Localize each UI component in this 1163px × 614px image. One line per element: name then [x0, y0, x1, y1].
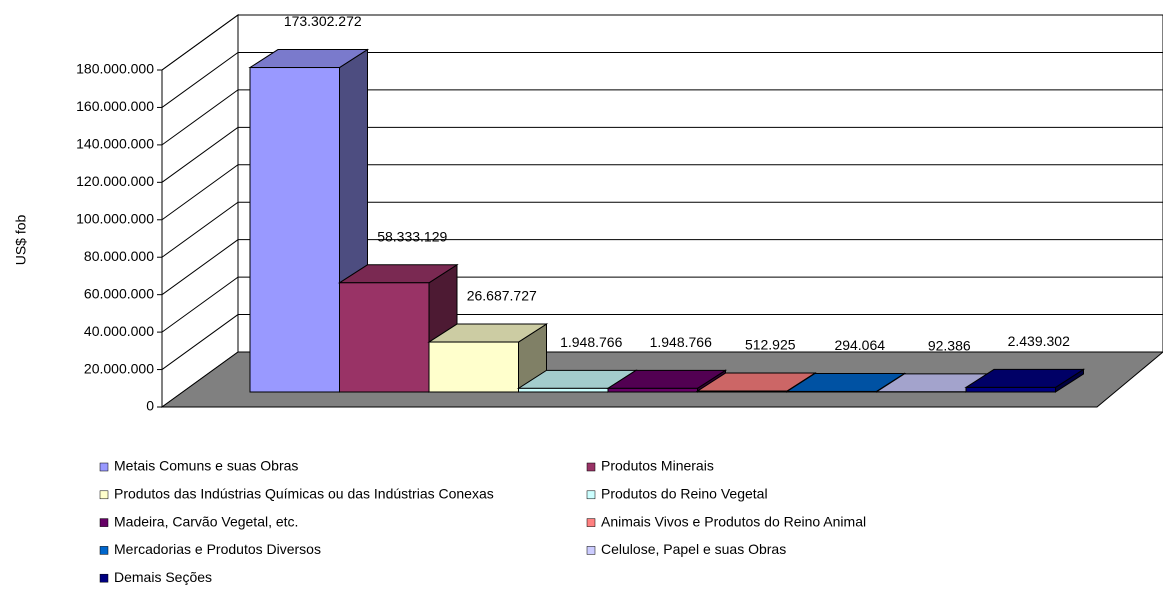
- data-label: 92.386: [928, 338, 971, 354]
- bar: [428, 341, 519, 393]
- y-tick-label: 160.000.000: [76, 98, 154, 114]
- y-tick-label: 80.000.000: [84, 248, 154, 264]
- bar: [518, 387, 609, 393]
- legend-swatch: [99, 573, 109, 583]
- legend-swatch: [99, 518, 109, 527]
- grid-line: [161, 126, 1163, 183]
- legend-label: Produtos do Reino Vegetal: [601, 486, 768, 502]
- grid-line: [161, 201, 1163, 258]
- y-tick-label: 180.000.000: [76, 61, 154, 77]
- legend-label: Animais Vivos e Produtos do Reino Animal: [601, 513, 866, 529]
- legend-swatch: [99, 490, 109, 500]
- legend-label: Madeira, Carvão Vegetal, etc.: [114, 513, 298, 529]
- bar: [339, 282, 430, 393]
- data-label: 512.925: [745, 337, 796, 353]
- bar: [965, 386, 1056, 393]
- legend-swatch: [586, 462, 596, 472]
- y-tick-label: 0: [146, 398, 154, 414]
- legend-swatch: [99, 546, 109, 555]
- grid-line: [161, 276, 1163, 333]
- data-label: 26.687.727: [467, 288, 537, 304]
- legend-swatch: [99, 462, 109, 472]
- grid-line: [161, 89, 1163, 146]
- y-tick-label: 100.000.000: [76, 210, 154, 226]
- y-tick-label: 60.000.000: [84, 285, 154, 301]
- legend-label: Celulose, Papel e suas Obras: [601, 541, 786, 557]
- legend-swatch: [586, 546, 596, 555]
- y-tick-label: 140.000.000: [76, 136, 154, 152]
- legend-label: Produtos das Indústrias Químicas ou das …: [114, 486, 494, 502]
- y-tick-label: 20.000.000: [84, 360, 154, 376]
- legend-label: Produtos Minerais: [601, 458, 714, 474]
- bar: [786, 390, 877, 393]
- legend-swatch: [586, 518, 596, 527]
- grid-line: [161, 314, 1163, 370]
- legend-label: Demais Seções: [114, 569, 212, 585]
- y-tick-label: 120.000.000: [76, 173, 154, 189]
- data-label: 2.439.302: [1008, 333, 1070, 349]
- grid-line: [161, 164, 1163, 221]
- data-label: 1.948.766: [650, 334, 712, 350]
- legend-swatch: [586, 490, 596, 500]
- bar: [607, 387, 698, 393]
- y-axis-title: US$ fob: [13, 214, 29, 265]
- y-tick-label: 40.000.000: [84, 323, 154, 339]
- grid-line: [161, 239, 1163, 296]
- data-label: 173.302.272: [284, 13, 362, 29]
- data-label: 1.948.766: [560, 334, 622, 350]
- bar: [697, 390, 788, 393]
- data-label: 58.333.129: [377, 228, 447, 244]
- legend-label: Mercadorias e Produtos Diversos: [114, 541, 321, 557]
- legend-label: Metais Comuns e suas Obras: [114, 458, 298, 474]
- grid-line: [161, 14, 1163, 71]
- data-label: 294.064: [834, 337, 885, 353]
- bar: [249, 67, 340, 393]
- grid-line: [161, 51, 1163, 108]
